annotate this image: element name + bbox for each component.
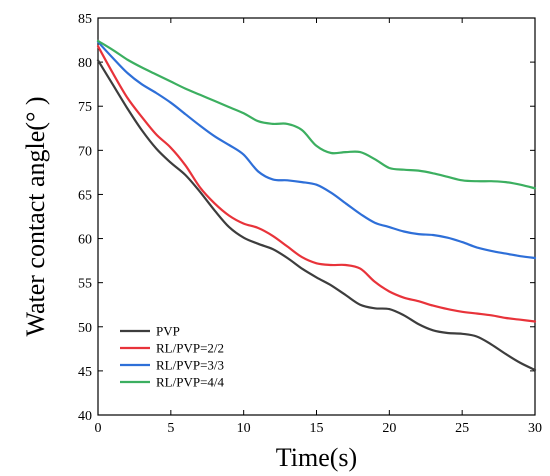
y-axis-title: Water contact angle(° ): [21, 96, 50, 336]
x-axis-title: Time(s): [276, 443, 357, 472]
series-lines: [96, 39, 537, 372]
x-tick-label: 25: [455, 421, 469, 436]
series-line-3: [96, 40, 537, 260]
y-tick-label: 70: [78, 144, 92, 159]
y-tick-label: 50: [78, 321, 92, 336]
x-tick-label: 20: [382, 421, 396, 436]
y-tick-label: 65: [78, 188, 92, 203]
legend-label-4: RL/PVP=4/4: [156, 375, 225, 390]
x-tick-label: 15: [310, 421, 324, 436]
y-tick-label: 40: [78, 409, 92, 424]
legend-label-2: RL/PVP=2/2: [156, 341, 224, 356]
y-tick-label: 75: [78, 100, 92, 115]
legend: PVP RL/PVP=2/2 RL/PVP=3/3 RL/PVP=4/4: [120, 324, 225, 390]
x-tick-label: 5: [167, 421, 174, 436]
series-line-1: [96, 59, 537, 372]
series-line-4: [96, 39, 537, 190]
y-tick-label: 80: [78, 56, 92, 71]
y-tick-label: 85: [78, 12, 92, 27]
y-tick-label: 55: [78, 277, 92, 292]
y-tick-label: 60: [78, 233, 92, 248]
legend-label-3: RL/PVP=3/3: [156, 358, 224, 373]
series-line-2: [96, 45, 537, 323]
legend-label-1: PVP: [156, 324, 180, 339]
axes: 0 5 10 15 20 25 30 40 45 50 55 60 65 70 75 80 85: [78, 12, 542, 436]
y-tick-label: 45: [78, 365, 92, 380]
x-tick-label: 10: [237, 421, 251, 436]
x-tick-label: 30: [528, 421, 542, 436]
x-tick-label: 0: [95, 421, 102, 436]
